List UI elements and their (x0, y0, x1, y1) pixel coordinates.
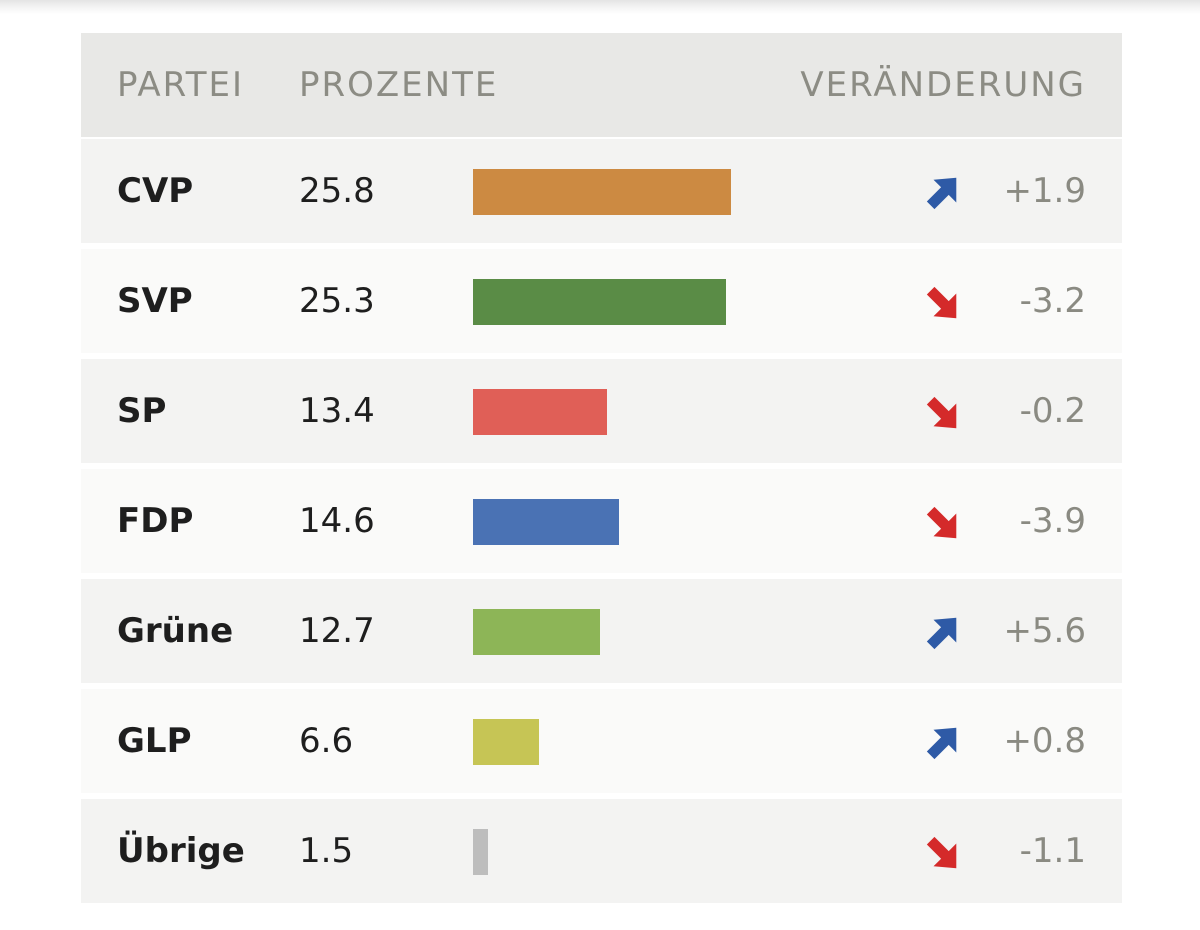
percent-value: 12.7 (299, 611, 375, 651)
arrow-down-right-icon (926, 286, 957, 319)
percent-bar (473, 389, 607, 435)
percent-value: 25.3 (299, 281, 375, 321)
table-row: SVP 25.3 -3.2 (81, 249, 1122, 353)
arrow-up-right-icon (926, 177, 957, 210)
table-row: CVP 25.8 +1.9 (81, 139, 1122, 243)
header-percent: PROZENTE (299, 65, 499, 105)
percent-value: 25.8 (299, 171, 375, 211)
change-value: -1.1 (1019, 831, 1086, 871)
change-value: -0.2 (1019, 391, 1086, 431)
table-row: FDP 14.6 -3.9 (81, 469, 1122, 573)
change-value: +1.9 (1003, 171, 1086, 211)
party-name: Übrige (117, 831, 245, 871)
percent-bar (473, 499, 619, 545)
change-value: -3.2 (1019, 281, 1086, 321)
party-name: CVP (117, 171, 194, 211)
percent-value: 14.6 (299, 501, 375, 541)
party-name: SVP (117, 281, 193, 321)
party-name: GLP (117, 721, 192, 761)
top-shadow (0, 0, 1200, 14)
percent-value: 1.5 (299, 831, 354, 871)
table-row: GLP 6.6 +0.8 (81, 689, 1122, 793)
table-row: SP 13.4 -0.2 (81, 359, 1122, 463)
arrow-down-right-icon (926, 506, 957, 539)
percent-bar (473, 829, 488, 875)
header-party: PARTEI (117, 65, 245, 105)
party-name: SP (117, 391, 167, 431)
percent-bar (473, 719, 539, 765)
change-value: +5.6 (1003, 611, 1086, 651)
header-change: VERÄNDERUNG (800, 65, 1086, 105)
percent-value: 6.6 (299, 721, 354, 761)
arrow-down-right-icon (926, 836, 957, 869)
party-name: Grüne (117, 611, 234, 651)
table-row: Übrige 1.5 -1.1 (81, 799, 1122, 903)
table-body: CVP 25.8 +1.9 SVP 25.3 -3.2 SP 13.4 -0.2 FDP 14.6 -… (81, 139, 1122, 903)
table-header: PARTEI PROZENTE VERÄNDERUNG (81, 33, 1122, 139)
results-table: PARTEI PROZENTE VERÄNDERUNG CVP 25.8 +1.9 S… (81, 33, 1122, 903)
arrow-down-right-icon (926, 396, 957, 429)
percent-bar (473, 169, 731, 215)
percent-bar (473, 279, 726, 325)
arrow-up-right-icon (926, 617, 957, 650)
change-value: -3.9 (1019, 501, 1086, 541)
percent-bar (473, 609, 600, 655)
party-name: FDP (117, 501, 194, 541)
arrow-up-right-icon (926, 727, 957, 760)
change-value: +0.8 (1003, 721, 1086, 761)
table-row: Grüne 12.7 +5.6 (81, 579, 1122, 683)
percent-value: 13.4 (299, 391, 375, 431)
